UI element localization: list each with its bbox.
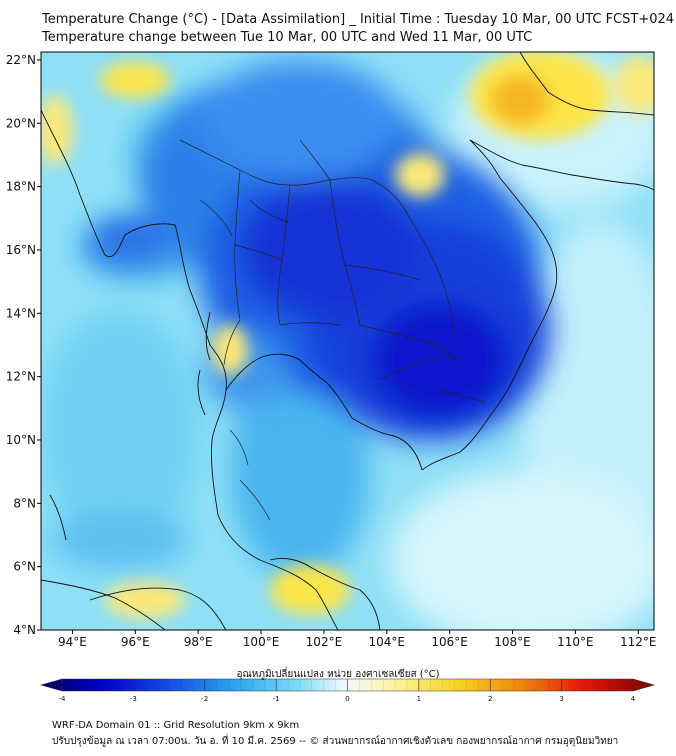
colorbar-tick-label: 2 — [488, 695, 492, 703]
lon-tick-label: 96°E — [121, 635, 150, 649]
map-frame — [40, 51, 655, 631]
colorbar-tick-label: -3 — [130, 695, 137, 703]
lat-tick-label: 4°N — [13, 623, 36, 637]
lat-tick-label: 10°N — [6, 433, 36, 447]
lon-tick-label: 112°E — [620, 635, 657, 649]
colorbar-label: อุณหภูมิเปลี่ยนแปลง หน่วย องศาเซลเซียส (… — [236, 669, 440, 680]
longitude-axis: 94°E 96°E 98°E 100°E 102°E 104°E 106°E 108°E 110… — [58, 630, 657, 649]
colorbar-tick-label: 4 — [631, 695, 636, 703]
lat-tick-label: 12°N — [6, 370, 36, 384]
colorbar-tick-label: -4 — [59, 695, 67, 703]
lon-tick-label: 94°E — [58, 635, 87, 649]
update-info: ปรับปรุงข้อมูล ณ เวลา 07:00น. วัน อ. ที่… — [52, 736, 619, 747]
lon-tick-label: 104°E — [369, 635, 406, 649]
warming-region — [41, 52, 654, 618]
colorbar-tick-label: 1 — [417, 695, 421, 703]
lat-tick-label: 14°N — [6, 306, 36, 320]
colorbar-tick-label: -2 — [201, 695, 208, 703]
colorbar-tick-label: 3 — [559, 695, 563, 703]
cooling-region — [90, 60, 550, 440]
lon-tick-label: 110°E — [557, 635, 594, 649]
map-title: Temperature Change (°C) - [Data Assimila… — [42, 12, 675, 27]
lon-tick-label: 106°E — [431, 635, 468, 649]
colorbar-tick-label: 0 — [345, 695, 349, 703]
latitude-axis: 22°N 20°N 18°N 16°N 14°N 12°N 10°N 8°N 6°N 4°N — [6, 53, 41, 637]
colorbar-ticks: -4 -3 -2 -1 0 1 2 3 4 — [59, 679, 636, 703]
lat-tick-label: 20°N — [6, 116, 36, 130]
lon-tick-label: 98°E — [184, 635, 213, 649]
coastlines — [41, 52, 654, 630]
lat-tick-label: 6°N — [13, 560, 36, 574]
admin-borders — [179, 139, 486, 521]
colorbar: -4 -3 -2 -1 0 1 2 3 4 — [39, 678, 656, 703]
lat-tick-label: 18°N — [6, 180, 36, 194]
lon-tick-label: 108°E — [494, 635, 531, 649]
model-info: WRF-DA Domain 01 :: Grid Resolution 9km … — [52, 720, 300, 731]
lon-tick-label: 100°E — [243, 635, 280, 649]
lat-tick-label: 16°N — [6, 243, 36, 257]
lon-tick-label: 102°E — [306, 635, 343, 649]
colorbar-tick-label: -1 — [273, 695, 280, 703]
map-subtitle: Temperature change between Tue 10 Mar, 0… — [42, 30, 533, 45]
lat-tick-label: 8°N — [13, 496, 36, 510]
lat-tick-label: 22°N — [6, 53, 36, 67]
